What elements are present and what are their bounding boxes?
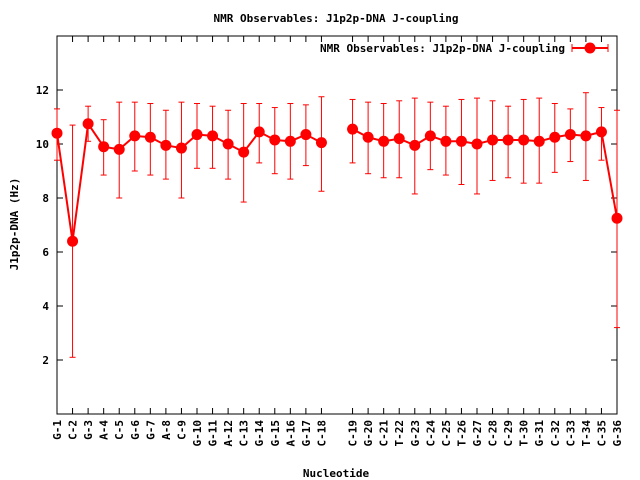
x-tick-label: C-2 <box>67 420 80 440</box>
data-point <box>455 135 467 147</box>
x-tick-label: T-22 <box>393 420 406 447</box>
x-tick-label: G-10 <box>191 420 204 447</box>
data-point <box>113 143 125 155</box>
x-tick-label: G-11 <box>207 420 220 447</box>
x-tick-label: G-6 <box>129 420 142 440</box>
data-point <box>564 129 576 141</box>
x-tick-label: G-23 <box>409 420 422 447</box>
data-point <box>487 134 499 146</box>
x-tick-label: A-12 <box>222 420 235 447</box>
x-tick-label: G-27 <box>471 420 484 447</box>
x-tick-label: G-31 <box>533 420 546 447</box>
data-point <box>518 134 530 146</box>
x-tick-label: G-36 <box>611 420 624 447</box>
x-tick-label: C-25 <box>440 420 453 447</box>
x-tick-label: C-28 <box>487 420 500 447</box>
x-axis-label: Nucleotide <box>303 467 370 480</box>
legend: NMR Observables: J1p2p-DNA J-coupling <box>320 42 609 55</box>
data-point <box>51 127 63 139</box>
data-point <box>378 135 390 147</box>
data-point <box>580 130 592 142</box>
data-point <box>144 131 156 143</box>
x-tick-label: G-1 <box>51 420 64 440</box>
x-tick-label: G-17 <box>300 420 313 447</box>
x-tick-label: A-4 <box>98 420 111 440</box>
data-point <box>160 139 172 151</box>
series-line <box>352 128 618 219</box>
x-tick-label: C-13 <box>238 420 251 447</box>
x-tick-label: T-30 <box>518 420 531 447</box>
y-tick-label: 10 <box>36 138 49 151</box>
data-point <box>549 131 561 143</box>
x-tick-label: C-9 <box>175 420 188 440</box>
chart-title: NMR Observables: J1p2p-DNA J-coupling <box>213 12 458 25</box>
legend-marker <box>584 42 596 54</box>
data-point <box>222 138 234 150</box>
data-point <box>253 126 265 138</box>
data-point <box>175 142 187 154</box>
x-tick-label: C-24 <box>424 420 437 447</box>
data-point <box>471 138 483 150</box>
x-tick-label: G-14 <box>253 420 266 447</box>
x-tick-label: A-16 <box>284 420 297 447</box>
data-point <box>269 134 281 146</box>
data-point <box>362 131 374 143</box>
x-tick-label: T-26 <box>455 420 468 447</box>
x-tick-label: C-29 <box>502 420 515 447</box>
x-tick-label: A-8 <box>160 420 173 440</box>
x-tick-label: C-19 <box>347 420 360 447</box>
data-point <box>191 129 203 141</box>
data-point <box>300 129 312 141</box>
data-point <box>595 126 607 138</box>
x-tick-label: C-33 <box>564 420 577 447</box>
data-point <box>611 212 623 224</box>
plot-frame <box>56 35 618 415</box>
x-tick-label: G-7 <box>144 420 157 440</box>
y-axis-label: J1p2p-DNA (Hz) <box>8 178 21 271</box>
data-point <box>424 130 436 142</box>
data-point <box>502 134 514 146</box>
x-tick-label: C-21 <box>378 420 391 447</box>
data-point <box>409 139 421 151</box>
data-point <box>440 135 452 147</box>
data-point <box>238 146 250 158</box>
x-tick-label: C-5 <box>113 420 126 440</box>
x-tick-label: C-35 <box>595 420 608 447</box>
x-tick-label: G-20 <box>362 420 375 447</box>
y-tick-label: 2 <box>42 354 49 367</box>
x-tick-label: C-32 <box>549 420 562 447</box>
data-point <box>82 118 94 130</box>
series <box>51 92 623 358</box>
data-point <box>284 135 296 147</box>
series-line <box>56 121 322 242</box>
x-tick-label: T-34 <box>580 420 593 447</box>
data-point <box>67 235 79 247</box>
data-point <box>347 123 359 135</box>
x-tick-label: C-18 <box>315 420 328 447</box>
data-point <box>207 130 219 142</box>
y-tick-label: 6 <box>42 246 49 259</box>
y-tick-label: 8 <box>42 192 49 205</box>
y-tick-label: 12 <box>36 84 49 97</box>
data-point <box>393 133 405 145</box>
x-tick-label: G-3 <box>82 420 95 440</box>
data-point <box>533 135 545 147</box>
x-tick-label: G-15 <box>269 420 282 447</box>
data-point <box>98 141 110 153</box>
y-tick-label: 4 <box>42 300 49 313</box>
data-point <box>315 137 327 149</box>
data-point <box>129 130 141 142</box>
legend-label: NMR Observables: J1p2p-DNA J-coupling <box>320 42 565 55</box>
